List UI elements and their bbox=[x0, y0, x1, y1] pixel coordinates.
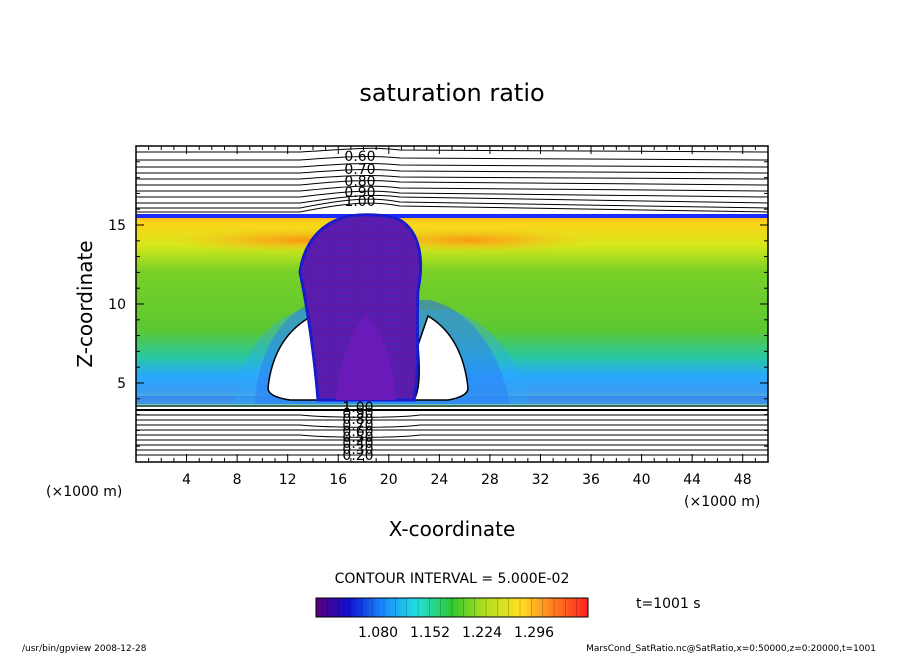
plume-core bbox=[336, 314, 396, 400]
contour-label: 0.50 bbox=[342, 430, 373, 446]
y-tick-label: 5 bbox=[117, 376, 126, 392]
colorbar-tick-label: 1.224 bbox=[462, 625, 502, 641]
lower-contours bbox=[136, 405, 768, 456]
colorbar-tick-label: 1.296 bbox=[514, 625, 554, 641]
x-axis-label: X-coordinate bbox=[389, 517, 516, 541]
x-tick-label: 12 bbox=[279, 472, 297, 488]
footer-left: /usr/bin/gpview 2008-12-28 bbox=[22, 644, 147, 654]
x-tick-label: 32 bbox=[532, 472, 550, 488]
x-tick-label: 48 bbox=[734, 472, 752, 488]
plot-area: 0.60 0.70 0.80 0.90 1.00 1.00 0.90 0.80 … bbox=[136, 147, 768, 464]
contour-label: 0.70 bbox=[342, 418, 373, 434]
x-axis-ticks: 4 8 12 16 20 24 28 32 36 40 44 48 bbox=[135, 146, 769, 488]
footer-right: MarsCond_SatRatio.nc@SatRatio,x=0:50000,… bbox=[586, 644, 876, 654]
contour-label: 0.60 bbox=[344, 149, 375, 165]
colorbar-tick-labels: 1.080 1.152 1.224 1.296 bbox=[358, 625, 554, 641]
x-tick-label: 20 bbox=[380, 472, 398, 488]
colorbar-tick-label: 1.152 bbox=[410, 625, 450, 641]
x-axis-unit: (×1000 m) bbox=[684, 494, 760, 510]
upper-saturation-edge bbox=[136, 214, 768, 218]
x-tick-label: 40 bbox=[633, 472, 651, 488]
cloud-plume-dots bbox=[300, 214, 421, 400]
subsaturated-region-right bbox=[412, 314, 469, 401]
y-axis-label: Z-coordinate bbox=[73, 240, 97, 367]
colorbar-tick-label: 1.080 bbox=[358, 625, 398, 641]
contour-label: 0.70 bbox=[344, 162, 375, 178]
x-tick-label: 4 bbox=[182, 472, 191, 488]
x-tick-label: 28 bbox=[481, 472, 499, 488]
contour-label: 0.90 bbox=[344, 185, 375, 201]
contour-label: 0.60 bbox=[342, 424, 373, 440]
x-tick-label: 16 bbox=[329, 472, 347, 488]
x-tick-label: 24 bbox=[430, 472, 448, 488]
upper-contours bbox=[136, 147, 768, 213]
contour-label: 1.00 bbox=[344, 194, 375, 210]
x-tick-label: 36 bbox=[582, 472, 600, 488]
contour-label: 0.80 bbox=[344, 174, 375, 190]
contour-label: 0.20 bbox=[342, 448, 373, 464]
y-tick-label: 10 bbox=[108, 297, 126, 313]
x-tick-label: 44 bbox=[683, 472, 701, 488]
lower-contour-labels: 1.00 0.90 0.80 0.70 0.60 0.50 0.40 0.30 … bbox=[342, 400, 373, 464]
upper-contour-labels: 0.60 0.70 0.80 0.90 1.00 bbox=[344, 149, 375, 210]
y-tick-label: 15 bbox=[108, 218, 126, 234]
y-axis-ticks: 5 10 15 bbox=[108, 145, 768, 463]
contour-label: 0.30 bbox=[342, 442, 373, 458]
chart-title: saturation ratio bbox=[359, 79, 544, 107]
contour-interval: CONTOUR INTERVAL = 5.000E-02 bbox=[335, 571, 570, 587]
time-label: t=1001 s bbox=[636, 596, 701, 612]
colorbar-divisions bbox=[327, 598, 577, 617]
contour-label: 0.90 bbox=[342, 406, 373, 422]
x-tick-label: 8 bbox=[233, 472, 242, 488]
contour-label: 0.80 bbox=[342, 412, 373, 428]
contour-label: 0.40 bbox=[342, 436, 373, 452]
y-axis-unit: (×1000 m) bbox=[46, 484, 122, 500]
contour-label: 1.00 bbox=[342, 400, 373, 416]
